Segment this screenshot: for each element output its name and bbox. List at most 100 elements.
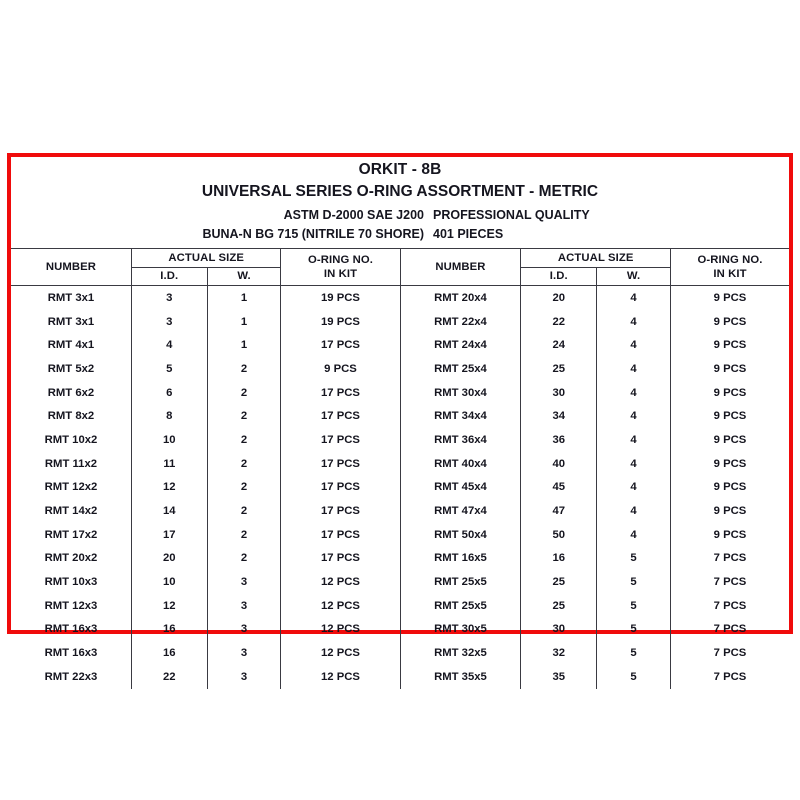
- col-header-w: W.: [596, 267, 671, 286]
- cell-w: 4: [596, 475, 671, 500]
- cell-number: RMT 20x2: [44, 552, 98, 565]
- cell-kit: 12 PCS: [280, 617, 400, 642]
- spec-compound: BUNA-N BG 715 (NITRILE 70 SHORE): [202, 227, 424, 241]
- col-header-actual-size: ACTUAL SIZE: [130, 249, 281, 268]
- title-block: ORKIT - 8B UNIVERSAL SERIES O-RING ASSOR…: [11, 157, 789, 244]
- cell-number: RMT 22x4: [434, 315, 487, 328]
- cell-w: 2: [206, 357, 281, 381]
- cell-number: RMT 16x3: [44, 623, 98, 636]
- cell-w: 4: [596, 499, 671, 523]
- cell-id: 12: [130, 475, 208, 500]
- cell-w: 4: [596, 357, 671, 381]
- cell-w: 5: [596, 641, 671, 665]
- table-row: RMT 20x4 20 4 9 PCS: [401, 285, 789, 310]
- cell-kit: 17 PCS: [280, 333, 400, 358]
- cell-id: 34: [520, 404, 597, 429]
- cell-kit: 9 PCS: [669, 357, 789, 381]
- cell-number: RMT 12x3: [44, 599, 98, 612]
- cell-id: 11: [130, 451, 208, 476]
- cell-number: RMT 45x4: [434, 481, 487, 494]
- cell-kit: 9 PCS: [669, 380, 789, 405]
- cell-id: 30: [520, 617, 597, 642]
- cell-number: RMT 25x4: [434, 362, 487, 375]
- cell-number: RMT 17x2: [44, 528, 98, 541]
- table-row: RMT 36x4 36 4 9 PCS: [401, 428, 789, 452]
- cell-id: 50: [520, 522, 597, 547]
- table-row: RMT 10x3 10 3 12 PCS: [11, 570, 400, 594]
- cell-id: 16: [130, 617, 208, 642]
- cell-number: RMT 20x4: [434, 291, 487, 304]
- table-row: RMT 24x4 24 4 9 PCS: [401, 333, 789, 358]
- page-title: ORKIT - 8B: [358, 161, 442, 178]
- cell-kit: 9 PCS: [669, 451, 789, 476]
- cell-kit: 9 PCS: [669, 285, 789, 310]
- cell-id: 22: [520, 309, 597, 334]
- right-table-panel: NUMBER ACTUAL SIZE O-RING NO. I.D. W. IN…: [400, 249, 789, 689]
- table-row: RMT 16x5 16 5 7 PCS: [401, 546, 789, 571]
- cell-w: 4: [596, 428, 671, 452]
- table-row: RMT 47x4 47 4 9 PCS: [401, 499, 789, 523]
- col-header-id: I.D.: [130, 267, 208, 286]
- cell-w: 4: [596, 333, 671, 358]
- spec-list: ASTM D-2000 SAE J200 PROFESSIONAL QUALIT…: [11, 206, 789, 244]
- cell-w: 4: [596, 522, 671, 547]
- cell-id: 6: [130, 380, 208, 405]
- cell-w: 5: [596, 570, 671, 594]
- cell-number: RMT 8x2: [47, 410, 95, 423]
- right-table-body: RMT 20x4 20 4 9 PCS RMT 22x4 22 4 9 PCS RMT 24x4…: [401, 285, 789, 689]
- cell-w: 1: [206, 309, 281, 334]
- table-row: RMT 45x4 45 4 9 PCS: [401, 475, 789, 500]
- left-table-head: NUMBER ACTUAL SIZE O-RING NO. I.D. W. IN…: [11, 249, 400, 286]
- table-row: RMT 8x2 8 2 17 PCS: [11, 404, 400, 429]
- col-header-oring-no: O-RING NO.: [669, 249, 789, 267]
- table-row: RMT 30x5 30 5 7 PCS: [401, 617, 789, 642]
- tables-container: NUMBER ACTUAL SIZE O-RING NO. I.D. W. IN…: [11, 248, 789, 689]
- table-row: RMT 50x4 50 4 9 PCS: [401, 522, 789, 547]
- cell-number: RMT 47x4: [434, 505, 487, 518]
- cell-number: RMT 25x5: [434, 576, 487, 589]
- col-header-in-kit: IN KIT: [280, 267, 400, 286]
- cell-kit: 17 PCS: [280, 404, 400, 429]
- cell-number: RMT 11x2: [44, 457, 98, 470]
- left-oring-table: NUMBER ACTUAL SIZE O-RING NO. I.D. W. IN…: [11, 249, 400, 689]
- cell-id: 30: [520, 380, 597, 405]
- table-row: RMT 22x4 22 4 9 PCS: [401, 309, 789, 334]
- cell-kit: 12 PCS: [280, 593, 400, 618]
- cell-kit: 17 PCS: [280, 475, 400, 500]
- cell-number: RMT 34x4: [434, 410, 487, 423]
- cell-kit: 12 PCS: [280, 570, 400, 594]
- cell-id: 25: [520, 570, 597, 594]
- cell-w: 4: [596, 380, 671, 405]
- col-header-oring-no: O-RING NO.: [280, 249, 400, 267]
- cell-id: 32: [520, 641, 597, 665]
- cell-number: RMT 36x4: [434, 433, 487, 446]
- cell-id: 4: [130, 333, 208, 358]
- cell-w: 2: [206, 499, 281, 523]
- cell-w: 5: [596, 546, 671, 571]
- table-row: RMT 3x1 3 1 19 PCS: [11, 309, 400, 334]
- table-row: RMT 3x1 3 1 19 PCS: [11, 285, 400, 310]
- cell-id: 5: [130, 357, 208, 381]
- table-row: RMT 25x5 25 5 7 PCS: [401, 593, 789, 618]
- cell-w: 4: [596, 404, 671, 429]
- table-row: RMT 40x4 40 4 9 PCS: [401, 451, 789, 476]
- table-row: RMT 16x3 16 3 12 PCS: [11, 641, 400, 665]
- cell-kit: 17 PCS: [280, 428, 400, 452]
- cell-id: 10: [130, 570, 208, 594]
- cell-id: 17: [130, 522, 208, 547]
- table-row: RMT 34x4 34 4 9 PCS: [401, 404, 789, 429]
- col-header-number: NUMBER: [11, 249, 132, 286]
- cell-number: RMT 10x2: [44, 433, 98, 446]
- cell-kit: 12 PCS: [280, 665, 400, 689]
- cell-kit: 9 PCS: [669, 522, 789, 547]
- cell-kit: 7 PCS: [669, 593, 789, 618]
- cell-id: 16: [520, 546, 597, 571]
- cell-number: RMT 10x3: [44, 576, 98, 589]
- cell-w: 2: [206, 451, 281, 476]
- cell-w: 4: [596, 309, 671, 334]
- cell-number: RMT 35x5: [434, 670, 487, 683]
- cell-id: 3: [130, 285, 208, 310]
- cell-kit: 9 PCS: [669, 309, 789, 334]
- oring-assortment-sheet: ORKIT - 8B UNIVERSAL SERIES O-RING ASSOR…: [7, 153, 793, 689]
- cell-number: RMT 5x2: [47, 362, 95, 375]
